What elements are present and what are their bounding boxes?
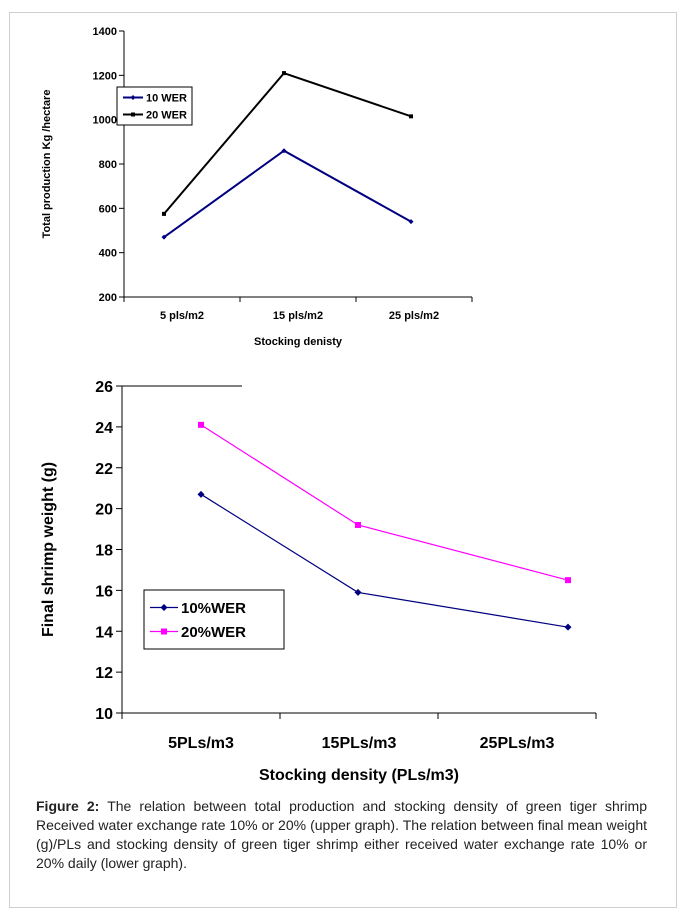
lower-chart: 10 12 14 16 18 20 22 24 26 5PLs/m3 15PLs/m3 25PLs/m… [40, 379, 597, 784]
lower-x-tick-label: 15PLs/m3 [322, 735, 397, 752]
lower-data-point [198, 421, 204, 428]
upper-series-1 [161, 148, 414, 240]
lower-data-point [354, 588, 362, 596]
caption-label: Figure 2: [36, 798, 100, 814]
upper-data-point [409, 114, 413, 119]
figure-caption: Figure 2: The relation between total pro… [36, 797, 647, 873]
figure-frame [9, 12, 677, 908]
lower-legend-label: 10%WER [181, 600, 246, 617]
upper-x-tick-label: 25 pls/m2 [389, 310, 439, 322]
lower-y-tick-label: 16 [95, 583, 113, 600]
upper-y-tick-label: 1400 [93, 26, 117, 38]
lower-x-tick-label: 25PLs/m3 [480, 735, 555, 752]
upper-y-tick-label: 600 [99, 203, 117, 215]
lower-y-tick-label: 18 [95, 543, 113, 560]
upper-data-point [408, 219, 414, 225]
lower-y-tick-label: 22 [95, 461, 113, 478]
upper-y-axis-title: Total production Kg /hectare [41, 90, 53, 239]
lower-y-axis-title: Final shrimp weight (g) [40, 462, 57, 637]
upper-data-point [161, 234, 167, 240]
upper-x-tick-label: 5 pls/m2 [160, 310, 204, 322]
lower-data-point [565, 577, 571, 584]
upper-legend-marker [131, 112, 135, 117]
upper-data-point [162, 211, 166, 216]
lower-y-tick-label: 24 [95, 420, 113, 437]
lower-legend-marker [161, 628, 167, 635]
lower-series-2 [198, 421, 571, 584]
upper-legend-marker [130, 95, 136, 100]
lower-y-tick-label: 20 [95, 502, 113, 519]
upper-legend-label: 20 WER [146, 110, 187, 122]
lower-y-tick-label: 10 [95, 706, 113, 723]
upper-y-tick-label: 800 [99, 159, 117, 171]
lower-y-tick-label: 26 [95, 379, 113, 396]
lower-data-point [564, 623, 572, 631]
lower-legend-label: 20%WER [181, 624, 246, 641]
lower-legend-marker [160, 604, 168, 611]
upper-data-point [281, 148, 287, 154]
upper-series-2 [162, 71, 413, 216]
upper-x-axis-title: Stocking denisty [254, 336, 343, 348]
upper-y-tick-label: 200 [99, 292, 117, 304]
upper-y-tick-label: 1200 [93, 70, 117, 82]
upper-y-tick-label: 1000 [93, 115, 117, 127]
upper-x-tick-label: 15 pls/m2 [273, 310, 323, 322]
upper-data-point [282, 71, 286, 76]
lower-y-tick-label: 14 [95, 624, 113, 641]
lower-data-point [197, 490, 205, 498]
lower-data-point [355, 521, 361, 528]
upper-y-tick-label: 400 [99, 248, 117, 260]
lower-x-tick-label: 5PLs/m3 [168, 735, 234, 752]
lower-series-1 [197, 490, 572, 631]
upper-legend-box [116, 86, 193, 126]
upper-chart: 200 400 600 800 1000 1200 1400 5 pls/m2 15 pls/m… [41, 26, 473, 348]
caption-text: The relation between total production an… [36, 798, 647, 871]
upper-legend-label: 10 WER [146, 93, 187, 105]
lower-x-axis-title: Stocking density (PLs/m3) [259, 767, 459, 784]
lower-series-line [200, 424, 569, 581]
lower-y-tick-label: 12 [95, 665, 113, 682]
lower-legend: 10%WER 20%WER [143, 589, 285, 650]
upper-series-line [163, 71, 412, 215]
lower-legend-box [143, 589, 285, 650]
upper-legend: 10 WER 20 WER [116, 86, 193, 126]
upper-series-line [163, 149, 412, 238]
